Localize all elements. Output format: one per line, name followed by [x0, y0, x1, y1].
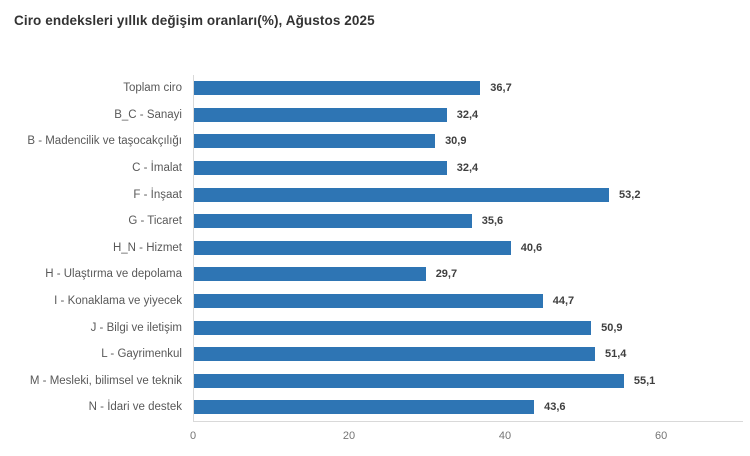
x-axis-tick-label: 20: [342, 430, 356, 442]
bar-row: Toplam ciro 36,7: [0, 75, 750, 102]
category-label: B_C - Sanayi: [114, 108, 182, 121]
chart-title: Ciro endeksleri yıllık değişim oranları(…: [14, 13, 375, 28]
category-label: B - Madencilik ve taşocakçılığı: [27, 135, 182, 148]
bar: [194, 107, 447, 122]
bar-track: 53,2: [193, 181, 744, 208]
bar: [194, 320, 592, 335]
category-label: M - Mesleki, bilimsel ve teknik: [29, 374, 182, 387]
bar: [194, 214, 472, 229]
bar-row: N - İdari ve destek 43,6: [0, 394, 750, 421]
bar-track: 44,7: [193, 287, 744, 315]
value-label: 36,7: [490, 82, 512, 95]
bar-track: 32,4: [193, 154, 744, 182]
bar-rows-container: Toplam ciro 36,7 B_C - Sanayi 32,4 B - Maden…: [0, 75, 750, 421]
bar: [194, 267, 426, 282]
bar-track: 50,9: [193, 314, 744, 341]
value-label: 51,4: [604, 348, 627, 361]
bar: [194, 240, 511, 255]
category-label: G - Ticaret: [128, 215, 182, 228]
value-label: 40,6: [520, 241, 543, 254]
x-axis-tick-label: 40: [498, 430, 512, 442]
bar-track: 51,4: [193, 340, 744, 368]
category-label: H - Ulaştırma ve depolama: [45, 268, 182, 281]
bar-row: H - Ulaştırma ve depolama 29,7: [0, 261, 750, 288]
bar: [194, 134, 436, 149]
category-label: H_N - Hizmet: [112, 241, 182, 254]
bar: [194, 400, 535, 415]
value-label: 50,9: [601, 321, 623, 334]
bar: [194, 347, 595, 362]
bar-row: B_C - Sanayi 32,4: [0, 101, 750, 129]
bar-row: B - Madencilik ve taşocakçılığı 30,9: [0, 128, 750, 155]
bar-track: 29,7: [193, 261, 744, 288]
bar-track: 43,6: [193, 394, 744, 421]
value-label: 30,9: [445, 135, 467, 148]
x-axis: 0 20 40 60: [189, 421, 743, 452]
bar-track: 55,1: [193, 367, 744, 395]
value-label: 32,4: [456, 162, 479, 175]
value-label: 43,6: [544, 401, 566, 414]
bar-track: 30,9: [193, 128, 744, 155]
bar-row: G - Ticaret 35,6: [0, 207, 750, 235]
bar-row: M - Mesleki, bilimsel ve teknik 55,1: [0, 367, 750, 395]
value-label: 55,1: [633, 374, 656, 387]
x-axis-tick-label: 0: [189, 430, 197, 442]
bar: [194, 294, 543, 309]
bar: [194, 81, 481, 96]
category-label: Toplam ciro: [123, 82, 182, 95]
value-label: 35,6: [481, 215, 504, 228]
category-label: C - İmalat: [132, 162, 182, 175]
bar-track: 35,6: [193, 207, 744, 235]
bar-row: H_N - Hizmet 40,6: [0, 234, 750, 262]
category-label: F - İnşaat: [133, 188, 182, 201]
bar-row: J - Bilgi ve iletişim 50,9: [0, 314, 750, 341]
category-label: L - Gayrimenkul: [101, 348, 182, 361]
bar-row: L - Gayrimenkul 51,4: [0, 340, 750, 368]
bar-row: C - İmalat 32,4: [0, 154, 750, 182]
category-label: J - Bilgi ve iletişim: [90, 321, 182, 334]
x-axis-tick-label: 60: [654, 430, 668, 442]
bar: [194, 161, 447, 176]
category-label: N - İdari ve destek: [88, 401, 182, 414]
value-label: 44,7: [552, 295, 575, 308]
value-label: 29,7: [435, 268, 458, 281]
bar-track: 36,7: [193, 75, 744, 102]
bar: [194, 373, 624, 388]
value-label: 53,2: [619, 188, 641, 201]
bar-track: 32,4: [193, 101, 744, 129]
bar-row: I - Konaklama ve yiyecek 44,7: [0, 287, 750, 315]
bar: [194, 187, 610, 202]
category-label: I - Konaklama ve yiyecek: [54, 295, 182, 308]
bar-row: F - İnşaat 53,2: [0, 181, 750, 208]
bar-track: 40,6: [193, 234, 744, 262]
value-label: 32,4: [456, 108, 479, 121]
